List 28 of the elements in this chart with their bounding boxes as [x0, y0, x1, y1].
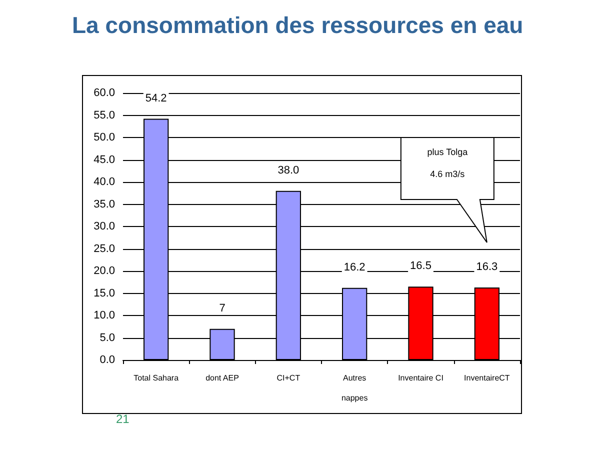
x-tick-label: dont AEP [206, 374, 239, 382]
y-tick-label: 40.0 [94, 176, 115, 188]
data-label: 16.3 [476, 260, 498, 273]
y-tick-label: 60.0 [94, 87, 115, 99]
data-label: 7 [219, 302, 226, 314]
y-tick-label: 50.0 [94, 132, 115, 144]
y-tick-label: 10.0 [94, 310, 115, 322]
data-label: 16.2 [344, 261, 366, 274]
data-label: 54.2 [145, 92, 167, 104]
y-tick-label: 20.0 [94, 265, 115, 277]
x-tick-label: Inventaire CI [398, 374, 444, 382]
x-tick-label: CI+CT [276, 374, 300, 382]
chart-title: La consommation des ressources en eau [72, 12, 524, 39]
x-tick-label: Total Sahara [134, 374, 180, 382]
text: 21 [116, 412, 130, 426]
x-tick-label: InventaireCT [464, 374, 510, 382]
y-tick-label: 45.0 [94, 154, 115, 166]
data-label: 16.5 [410, 260, 432, 272]
category-label: Autres nappes [341, 374, 368, 402]
y-tick-label: 5.0 [100, 332, 115, 344]
y-tick-label: 0.0 [100, 354, 115, 366]
text: plus Tolga 4.6 m3/s [427, 147, 468, 180]
y-tick-label: 35.0 [94, 198, 115, 210]
y-tick-label: 55.0 [94, 109, 115, 122]
y-tick-label: 25.0 [94, 242, 115, 255]
y-tick-label: 15.0 [94, 287, 115, 300]
data-label: 38.0 [278, 164, 300, 176]
y-tick-label: 30.0 [94, 220, 115, 232]
